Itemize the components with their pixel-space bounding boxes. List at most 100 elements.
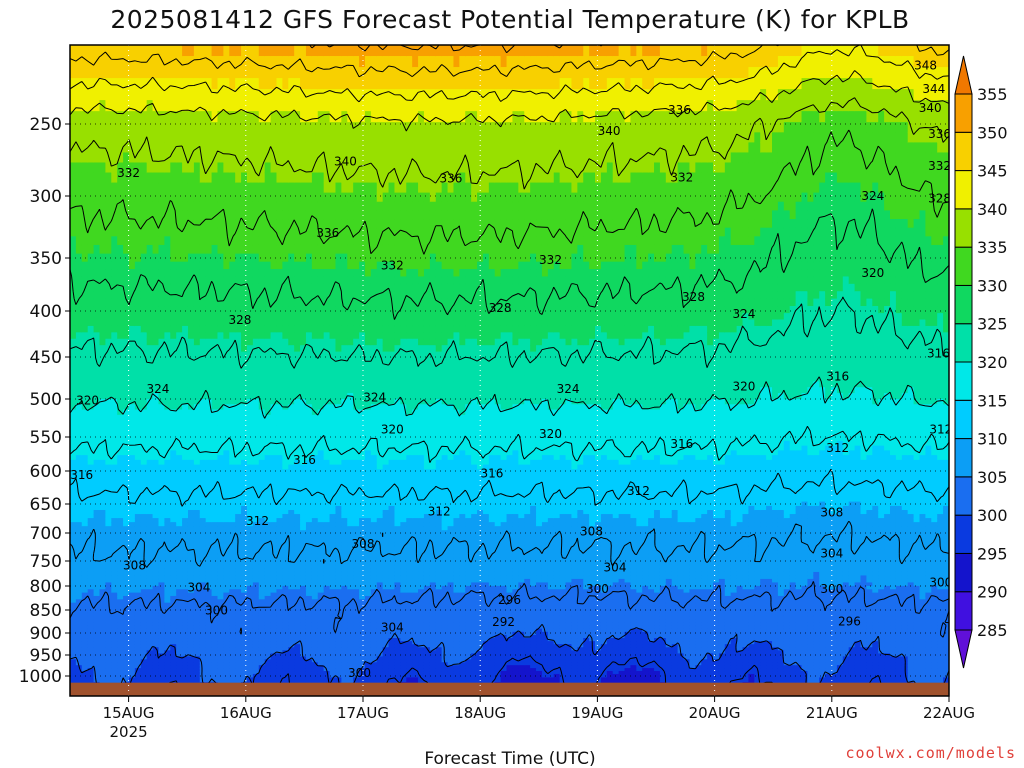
fill-cell: [264, 522, 272, 527]
fill-cell: [93, 78, 101, 90]
fill-cell: [229, 338, 236, 346]
fill-cell: [140, 653, 148, 657]
fill-cell: [70, 595, 77, 600]
fill-cell: [193, 595, 201, 600]
fill-cell: [93, 313, 101, 321]
fill-cell: [193, 404, 201, 411]
fill-cell: [300, 100, 307, 112]
fill-cell: [134, 542, 142, 547]
fill-cell: [241, 142, 248, 154]
fill-cell: [117, 628, 124, 633]
fill-cell: [270, 236, 278, 246]
fill-cell: [276, 553, 283, 559]
fill-cell: [134, 142, 142, 154]
fill-cell: [170, 261, 177, 270]
fill-cell: [93, 152, 101, 164]
fill-cell: [223, 677, 230, 683]
fill-cell: [223, 602, 230, 607]
fill-cell: [294, 381, 301, 388]
fill-cell: [311, 192, 319, 203]
fill-cell: [211, 325, 219, 333]
fill-cell: [164, 497, 171, 503]
fill-cell: [193, 568, 201, 573]
fill-cell: [258, 602, 266, 607]
fill-cell: [152, 436, 160, 442]
fill-cell: [123, 56, 130, 68]
fill-cell: [105, 509, 112, 515]
fill-cell: [300, 430, 307, 437]
fill-cell: [241, 338, 248, 346]
fill-cell: [146, 628, 154, 633]
fill-cell: [70, 659, 77, 663]
fill-cell: [199, 606, 207, 610]
fill-cell: [241, 571, 248, 577]
fill-cell: [211, 89, 219, 101]
fill-cell: [134, 345, 142, 353]
fill-cell: [111, 430, 118, 437]
fill-cell: [300, 595, 307, 600]
fill-cell: [258, 487, 266, 494]
fill-cell: [123, 182, 130, 194]
fill-cell: [93, 291, 101, 300]
fill-cell: [211, 602, 219, 607]
fill-cell: [187, 578, 195, 584]
fill-cell: [81, 306, 89, 314]
fill-cell: [252, 671, 260, 675]
fill-cell: [87, 100, 95, 112]
fill-cell: [81, 612, 89, 617]
fill-cell: [123, 445, 130, 451]
fill-cell: [241, 414, 248, 421]
fill-cell: [87, 210, 95, 220]
fill-cell: [123, 557, 130, 563]
fill-cell: [152, 111, 160, 123]
fill-cell: [276, 638, 283, 642]
fill-cell: [252, 269, 260, 278]
fill-cell: [187, 152, 195, 164]
fill-cell: [264, 298, 272, 307]
fill-cell: [276, 430, 283, 437]
fill-cell: [111, 595, 118, 600]
fill-cell: [128, 526, 136, 531]
fill-cell: [300, 201, 307, 211]
fill-cell: [305, 634, 313, 639]
fill-cell: [246, 313, 254, 321]
fill-cell: [117, 45, 124, 57]
fill-cell: [246, 269, 254, 278]
fill-cell: [300, 276, 307, 285]
fill-cell: [128, 653, 136, 657]
fill-cell: [105, 647, 112, 651]
fill-cell: [205, 526, 213, 531]
fill-cell: [140, 514, 148, 519]
fill-cell: [270, 201, 278, 211]
fill-cell: [252, 325, 260, 333]
fill-cell: [311, 530, 319, 535]
fill-cell: [99, 671, 106, 675]
fill-cell: [123, 325, 130, 333]
fill-cell: [140, 668, 148, 672]
fill-cell: [99, 659, 106, 663]
fill-cell: [158, 319, 165, 327]
fill-cell: [229, 534, 236, 539]
fill-cell: [288, 464, 295, 470]
fill-cell: [134, 306, 142, 314]
fill-cell: [246, 483, 254, 489]
fill-cell: [158, 78, 165, 90]
fill-cell: [75, 227, 83, 237]
fill-cell: [258, 564, 266, 570]
fill-cell: [223, 261, 230, 270]
fill-cell: [93, 592, 101, 597]
fill-cell: [105, 56, 112, 68]
fill-cell: [223, 132, 230, 143]
fill-cell: [205, 45, 213, 57]
fill-cell: [294, 647, 301, 651]
fill-cell: [217, 219, 224, 229]
fill-cell: [199, 509, 207, 515]
fill-cell: [193, 357, 201, 365]
fill-cell: [223, 483, 230, 489]
fill-cell: [105, 219, 112, 229]
fill-cell: [158, 628, 165, 633]
fill-cell: [134, 487, 142, 494]
fill-cell: [123, 450, 130, 456]
fill-cell: [282, 455, 289, 461]
fill-cell: [264, 414, 272, 421]
